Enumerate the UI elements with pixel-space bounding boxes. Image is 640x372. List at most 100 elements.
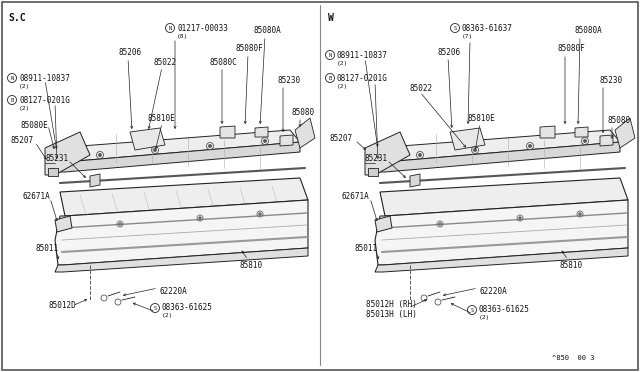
Text: B: B [10, 97, 13, 103]
Text: (2): (2) [337, 83, 348, 89]
Polygon shape [130, 128, 165, 150]
Polygon shape [55, 142, 300, 172]
Text: 85810: 85810 [240, 260, 263, 269]
Circle shape [209, 145, 211, 147]
Text: 85011: 85011 [355, 244, 378, 253]
Text: 08363-61625: 08363-61625 [162, 304, 213, 312]
Circle shape [154, 149, 156, 151]
Text: 85206: 85206 [438, 48, 461, 57]
Text: 85810E: 85810E [468, 113, 496, 122]
Text: (2): (2) [19, 83, 30, 89]
Text: N: N [328, 52, 332, 58]
Text: 01217-00033: 01217-00033 [177, 23, 228, 32]
Circle shape [259, 213, 261, 215]
Text: S: S [154, 305, 157, 311]
Polygon shape [540, 126, 555, 138]
Text: 85231: 85231 [45, 154, 68, 163]
Polygon shape [600, 135, 613, 146]
Text: N: N [10, 76, 13, 80]
Text: 85810: 85810 [560, 260, 583, 269]
Text: S: S [470, 308, 474, 312]
Text: S: S [453, 26, 456, 31]
Polygon shape [48, 168, 58, 176]
Polygon shape [365, 132, 410, 175]
Polygon shape [220, 126, 235, 138]
Text: (7): (7) [462, 33, 473, 38]
Polygon shape [368, 168, 378, 176]
Text: N: N [168, 26, 172, 31]
Polygon shape [375, 142, 620, 172]
Text: 85231: 85231 [365, 154, 388, 163]
Polygon shape [575, 127, 588, 137]
Polygon shape [375, 200, 628, 265]
Text: 08363-61637: 08363-61637 [462, 23, 513, 32]
Polygon shape [375, 216, 392, 232]
Text: 85810E: 85810E [148, 113, 176, 122]
Text: 62671A: 62671A [342, 192, 370, 201]
Text: 85207: 85207 [10, 135, 33, 144]
Text: ^850  00 3: ^850 00 3 [552, 355, 595, 361]
Text: W: W [328, 13, 334, 23]
Circle shape [99, 154, 101, 156]
Text: 85022: 85022 [410, 83, 433, 93]
Polygon shape [615, 118, 635, 148]
Text: 85080F: 85080F [558, 44, 586, 52]
Polygon shape [375, 248, 628, 272]
Text: (2): (2) [19, 106, 30, 110]
Polygon shape [380, 178, 628, 216]
Polygon shape [60, 178, 308, 216]
Polygon shape [450, 128, 485, 150]
Text: 85080F: 85080F [236, 44, 264, 52]
Text: 85012D: 85012D [48, 301, 76, 310]
Circle shape [519, 217, 521, 219]
Text: B: B [328, 76, 332, 80]
Text: 85013H (LH): 85013H (LH) [366, 311, 417, 320]
Text: 85012H (RH): 85012H (RH) [366, 301, 417, 310]
Text: 85207: 85207 [330, 134, 353, 142]
Text: 85080A: 85080A [253, 26, 281, 35]
Text: 62220A: 62220A [160, 288, 188, 296]
Polygon shape [410, 174, 420, 187]
Text: 85080: 85080 [608, 115, 631, 125]
Polygon shape [280, 135, 293, 146]
Text: 85080: 85080 [292, 108, 315, 116]
Text: 62671A: 62671A [22, 192, 50, 201]
Polygon shape [55, 248, 308, 272]
Circle shape [579, 213, 581, 215]
Text: 85080A: 85080A [575, 26, 603, 35]
Polygon shape [55, 200, 308, 265]
Polygon shape [375, 130, 620, 162]
Text: 85022: 85022 [154, 58, 177, 67]
Circle shape [264, 140, 266, 142]
Text: (2): (2) [337, 61, 348, 65]
Text: 62220A: 62220A [480, 288, 508, 296]
Polygon shape [45, 132, 90, 175]
Polygon shape [55, 216, 72, 232]
Text: (8): (8) [177, 33, 188, 38]
Circle shape [419, 154, 421, 156]
Text: 85011: 85011 [35, 244, 58, 253]
Circle shape [199, 217, 201, 219]
Text: 08911-10837: 08911-10837 [19, 74, 70, 83]
Text: (2): (2) [479, 315, 490, 321]
Polygon shape [295, 118, 315, 148]
Text: 85230: 85230 [278, 76, 301, 84]
Polygon shape [55, 130, 300, 162]
Text: (2): (2) [162, 314, 173, 318]
Circle shape [474, 149, 476, 151]
Text: 08911-10837: 08911-10837 [337, 51, 388, 60]
Circle shape [584, 140, 586, 142]
Text: 08127-0201G: 08127-0201G [337, 74, 388, 83]
Text: 85230: 85230 [600, 76, 623, 84]
Polygon shape [90, 174, 100, 187]
Circle shape [439, 223, 441, 225]
Text: 85080E: 85080E [20, 121, 48, 129]
Text: 08127-0201G: 08127-0201G [19, 96, 70, 105]
Circle shape [529, 145, 531, 147]
Text: S.C: S.C [8, 13, 26, 23]
Text: 85080C: 85080C [210, 58, 237, 67]
Circle shape [119, 223, 121, 225]
Polygon shape [255, 127, 268, 137]
Text: 08363-61625: 08363-61625 [479, 305, 530, 314]
Text: 85206: 85206 [118, 48, 141, 57]
